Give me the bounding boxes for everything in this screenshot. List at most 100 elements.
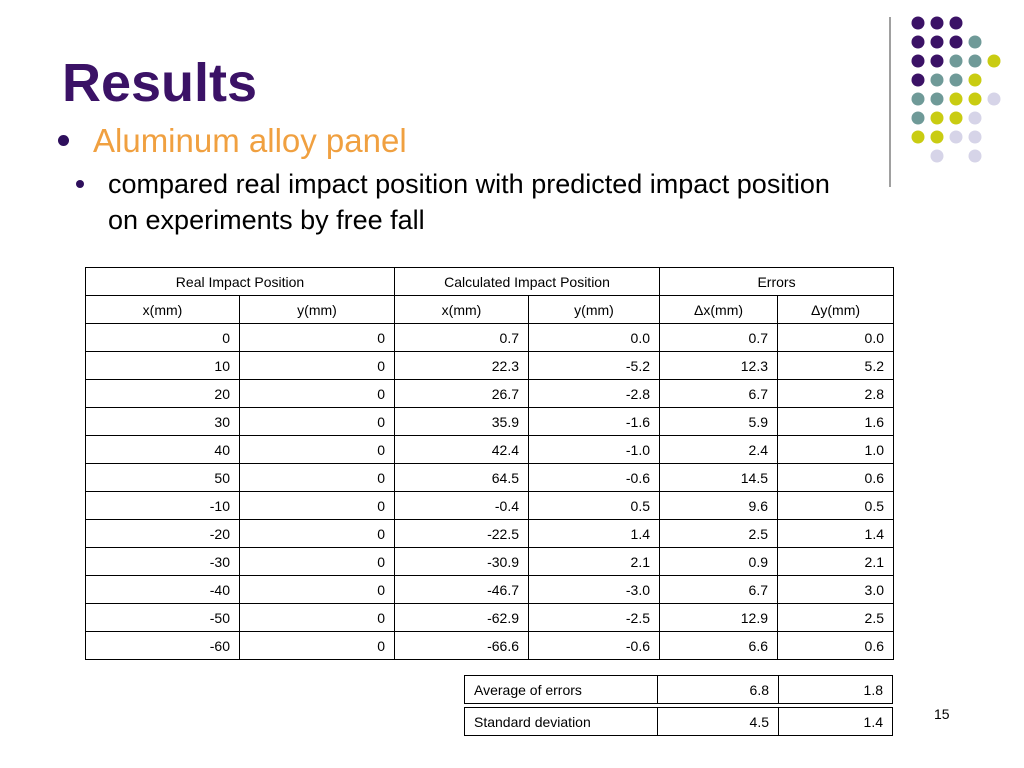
cell-error-dy: 2.8 bbox=[777, 379, 895, 408]
decorative-dot bbox=[949, 111, 963, 125]
header-real-impact-position: Real Impact Position bbox=[85, 267, 395, 296]
decorative-dot bbox=[930, 92, 944, 106]
cell-real-x: -20 bbox=[85, 519, 240, 548]
header-calc-x: x(mm) bbox=[394, 295, 529, 324]
cell-error-dx: 6.7 bbox=[659, 379, 779, 408]
decorative-dot bbox=[968, 111, 982, 125]
standard-deviation-row: Standard deviation 4.5 1.4 bbox=[464, 707, 893, 736]
decorative-dot bbox=[949, 130, 963, 144]
header-calc-y: y(mm) bbox=[527, 295, 661, 324]
decorative-dot bbox=[949, 16, 963, 30]
decorative-dot bbox=[930, 149, 944, 163]
table-row: -20 0 -22.5 1.4 2.5 1.4 bbox=[85, 519, 895, 548]
cell-calc-x: -62.9 bbox=[394, 603, 529, 632]
cell-error-dy: 1.0 bbox=[777, 435, 895, 464]
table-row: 10 0 22.3 -5.2 12.3 5.2 bbox=[85, 351, 895, 380]
dot-grid bbox=[911, 16, 1001, 163]
header-real-y: y(mm) bbox=[239, 295, 395, 324]
impact-results-table: Real Impact Position Calculated Impact P… bbox=[85, 267, 895, 660]
cell-error-dy: 0.0 bbox=[777, 323, 895, 352]
cell-error-dx: 12.9 bbox=[659, 603, 779, 632]
cell-error-dy: 0.6 bbox=[777, 463, 895, 492]
decorative-dot bbox=[949, 35, 963, 49]
cell-error-dx: 0.9 bbox=[659, 547, 779, 576]
bullet-dot-icon bbox=[58, 134, 69, 146]
cell-calc-y: 1.4 bbox=[527, 519, 661, 548]
cell-error-dy: 1.4 bbox=[777, 519, 895, 548]
table-row: 40 0 42.4 -1.0 2.4 1.0 bbox=[85, 435, 895, 464]
table-row: -60 0 -66.6 -0.6 6.6 0.6 bbox=[85, 631, 895, 660]
cell-real-x: 20 bbox=[85, 379, 240, 408]
standard-deviation-label: Standard deviation bbox=[464, 707, 658, 736]
header-error-dx: Δx(mm) bbox=[659, 295, 779, 324]
cell-error-dx: 2.4 bbox=[659, 435, 779, 464]
decorative-dot bbox=[911, 92, 925, 106]
cell-calc-x: -66.6 bbox=[394, 631, 529, 660]
table-group-header-row: Real Impact Position Calculated Impact P… bbox=[85, 267, 895, 296]
table-row: -10 0 -0.4 0.5 9.6 0.5 bbox=[85, 491, 895, 520]
table-row: -30 0 -30.9 2.1 0.9 2.1 bbox=[85, 547, 895, 576]
table-row: 50 0 64.5 -0.6 14.5 0.6 bbox=[85, 463, 895, 492]
cell-real-x: 40 bbox=[85, 435, 240, 464]
cell-real-x: -40 bbox=[85, 575, 240, 604]
decorative-dot bbox=[930, 35, 944, 49]
cell-calc-x: 0.7 bbox=[394, 323, 529, 352]
decorative-dot bbox=[987, 92, 1001, 106]
bullet-dot-icon bbox=[76, 180, 84, 188]
cell-real-y: 0 bbox=[239, 519, 395, 548]
average-error-dx: 6.8 bbox=[657, 675, 779, 704]
header-calculated-impact-position: Calculated Impact Position bbox=[393, 267, 661, 296]
decorative-dot bbox=[911, 54, 925, 68]
cell-error-dx: 2.5 bbox=[659, 519, 779, 548]
cell-real-y: 0 bbox=[239, 379, 395, 408]
decorative-dot bbox=[911, 16, 925, 30]
cell-error-dx: 0.7 bbox=[659, 323, 779, 352]
cell-error-dy: 0.6 bbox=[777, 631, 895, 660]
decorative-dot bbox=[911, 73, 925, 87]
cell-error-dy: 0.5 bbox=[777, 491, 895, 520]
average-errors-label: Average of errors bbox=[464, 675, 658, 704]
cell-error-dx: 9.6 bbox=[659, 491, 779, 520]
cell-calc-x: 35.9 bbox=[394, 407, 529, 436]
standard-deviation-table: Standard deviation 4.5 1.4 bbox=[464, 707, 893, 736]
cell-real-y: 0 bbox=[239, 491, 395, 520]
cell-calc-y: -0.6 bbox=[527, 463, 661, 492]
cell-real-x: 30 bbox=[85, 407, 240, 436]
page-number: 15 bbox=[934, 706, 950, 722]
cell-error-dx: 5.9 bbox=[659, 407, 779, 436]
cell-calc-y: -3.0 bbox=[527, 575, 661, 604]
cell-error-dy: 3.0 bbox=[777, 575, 895, 604]
standard-deviation-dy: 1.4 bbox=[778, 707, 893, 736]
cell-calc-y: -0.6 bbox=[527, 631, 661, 660]
cell-real-x: -10 bbox=[85, 491, 240, 520]
cell-calc-x: 22.3 bbox=[394, 351, 529, 380]
slide-title: Results bbox=[62, 53, 258, 113]
cell-calc-x: 64.5 bbox=[394, 463, 529, 492]
decorative-dot bbox=[968, 54, 982, 68]
average-errors-table: Average of errors 6.8 1.8 bbox=[464, 675, 893, 704]
cell-error-dx: 12.3 bbox=[659, 351, 779, 380]
bullet-description-text: compared real impact position with predi… bbox=[108, 169, 830, 235]
table-sub-header-row: x(mm) y(mm) x(mm) y(mm) Δx(mm) Δy(mm) bbox=[85, 295, 895, 324]
decorative-dot-pattern bbox=[889, 16, 1001, 187]
cell-calc-y: 2.1 bbox=[527, 547, 661, 576]
decorative-dot bbox=[911, 111, 925, 125]
decorative-dot bbox=[911, 35, 925, 49]
decorative-dot bbox=[930, 73, 944, 87]
average-error-dy: 1.8 bbox=[778, 675, 893, 704]
cell-calc-y: -2.5 bbox=[527, 603, 661, 632]
decorative-dot bbox=[968, 130, 982, 144]
standard-deviation-dx: 4.5 bbox=[657, 707, 779, 736]
decorative-dot bbox=[930, 16, 944, 30]
cell-calc-y: -1.6 bbox=[527, 407, 661, 436]
decorative-dot bbox=[911, 130, 925, 144]
cell-calc-x: -22.5 bbox=[394, 519, 529, 548]
cell-calc-y: 0.5 bbox=[527, 491, 661, 520]
decorative-dot bbox=[949, 73, 963, 87]
cell-real-y: 0 bbox=[239, 575, 395, 604]
cell-real-y: 0 bbox=[239, 547, 395, 576]
cell-calc-x: -0.4 bbox=[394, 491, 529, 520]
bullet-aluminum-panel: Aluminum alloy panel bbox=[58, 120, 407, 160]
cell-calc-y: -1.0 bbox=[527, 435, 661, 464]
cell-real-x: 0 bbox=[85, 323, 240, 352]
